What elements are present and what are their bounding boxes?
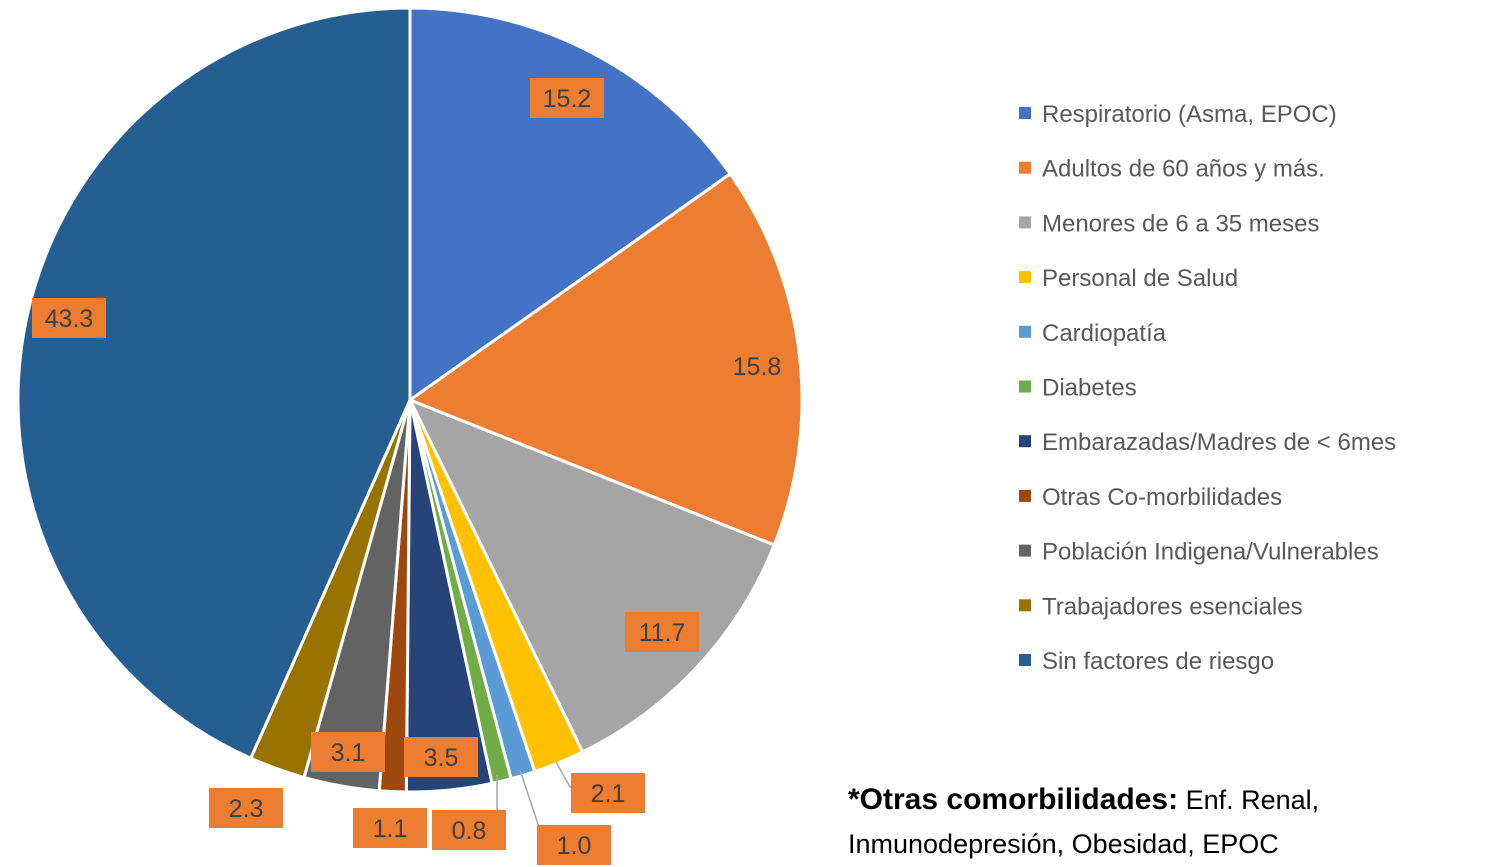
data-label: 2.3 [229,795,264,823]
legend-label: Población Indigena/Vulnerables [1042,539,1379,566]
data-label-box [32,298,106,338]
legend-swatch [1019,489,1031,502]
data-label: 43.3 [45,305,94,333]
data-label: 2.1 [591,780,626,808]
data-label-box [209,788,283,828]
legend-swatch [1019,216,1031,229]
legend-label: Sin factores de riesgo [1042,648,1274,675]
legend-swatch [1019,380,1031,393]
data-label-box [353,808,427,848]
legend-label: Menores de 6 a 35 meses [1042,210,1320,237]
data-label-box [432,810,506,850]
annotation: *Otras comorbilidades: Enf. Renal, Inmun… [848,778,1478,866]
data-label: 11.7 [639,619,686,647]
data-label-box [311,732,385,772]
annotation-bold: *Otras comorbilidades: [848,783,1179,816]
legend-label: Embarazadas/Madres de < 6mes [1042,429,1396,456]
data-label: 3.5 [424,744,459,772]
legend-label: Respiratorio (Asma, EPOC) [1042,101,1337,128]
data-label: 3.1 [331,739,366,767]
legend-swatch [1019,107,1031,119]
legend-swatch [1019,271,1031,284]
legend-label: Diabetes [1042,375,1137,402]
legend-label: Cardiopatía [1042,320,1167,347]
legend-label: Trabajadores esenciales [1042,593,1303,620]
pie-slice [406,171,804,547]
data-label: 0.8 [452,817,487,845]
legend-swatch [1019,325,1031,338]
pie-slice [406,397,777,754]
legend-label: Otras Co-morbilidades [1042,484,1282,511]
data-label-box [625,612,699,652]
data-label-box [720,346,794,386]
pie-slice [16,6,412,761]
data-label-box [537,825,611,865]
legend-swatch [1019,544,1031,557]
legend-swatch [1019,654,1031,666]
data-label: 15.8 [733,353,782,381]
legend-label: Personal de Salud [1042,265,1238,292]
data-label: 1.0 [557,832,592,860]
legend-label: Adultos de 60 años y más. [1042,156,1325,183]
pie-slice [408,6,733,403]
data-label-box [404,737,478,777]
legend-swatch [1019,161,1031,174]
legend-swatch [1019,599,1031,612]
data-label-box [530,78,604,118]
data-label: 1.1 [373,815,408,843]
legend-swatch [1019,435,1031,448]
data-label-box [571,773,645,813]
data-label: 15.2 [543,85,592,113]
annotation-text: Enf. Renal, Inmunodepresión, Obesidad, E… [848,785,1320,859]
